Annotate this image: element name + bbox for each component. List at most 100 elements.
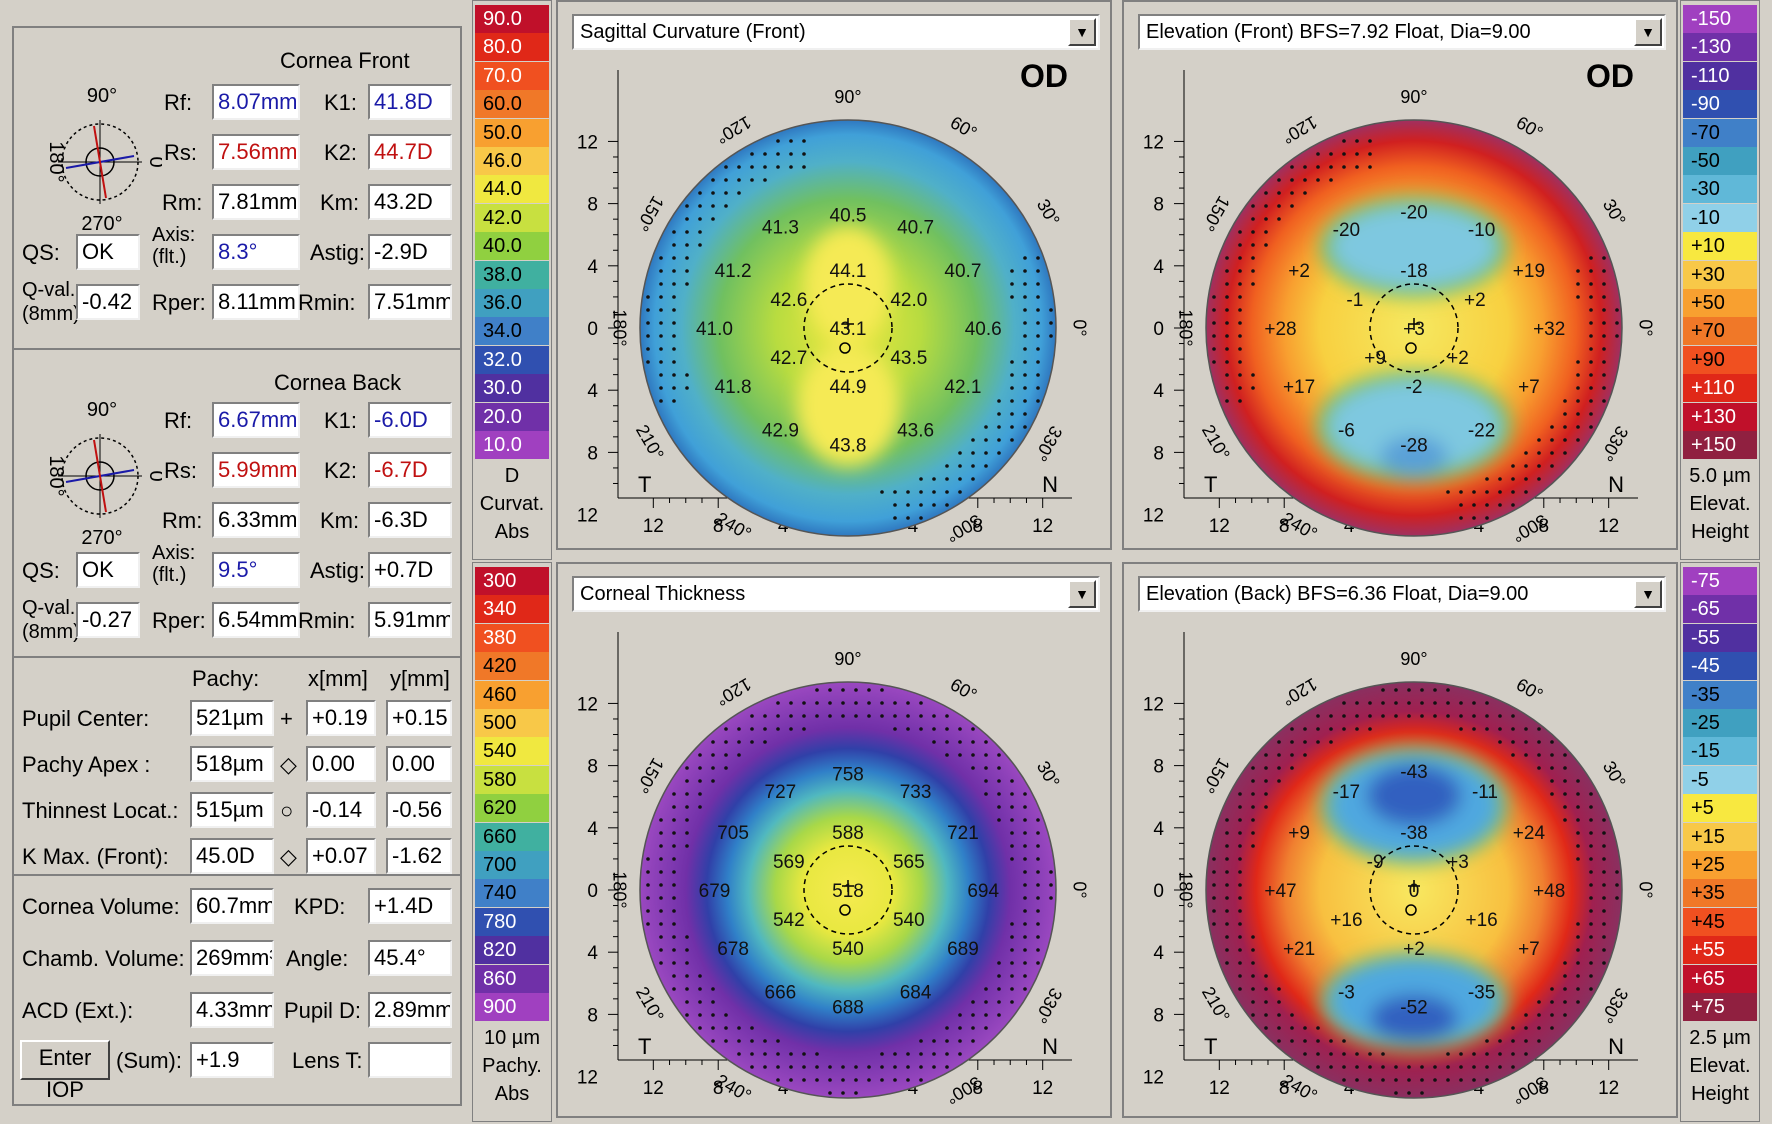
pupil-outline: [1369, 845, 1459, 935]
map-value-label: 684: [900, 983, 932, 1004]
angle-label: 270°: [829, 1109, 866, 1112]
pachymetry-scale-value: 580: [475, 765, 549, 794]
km-label: Km:: [320, 190, 360, 215]
chevron-down-icon[interactable]: ▼: [1634, 18, 1662, 46]
angle-label: 30°: [1599, 758, 1630, 792]
cornea-front-section: Cornea Front 90° 270° 180° 0 Rf: 8.07mm …: [14, 28, 460, 350]
pupil-outline: [803, 283, 893, 373]
cornea-volume-value: 60.7mm³: [190, 888, 274, 924]
map-value-label: +17: [1283, 377, 1315, 398]
map-value-label: -3: [1338, 983, 1355, 1004]
k-max-front-value: 45.0D: [190, 838, 274, 874]
qval-value: -0.27: [76, 602, 140, 638]
rm-value: 7.81mm: [212, 184, 300, 220]
x-axis-tick-label: 4: [1344, 1078, 1355, 1099]
y-axis-tick-label: 12: [577, 694, 598, 715]
y-axis-tick-label: 4: [1153, 257, 1164, 278]
elevation-back-scale-unit: 2.5 µm: [1689, 1027, 1751, 1049]
sagittal-curvature-map-canvas[interactable]: 1212884400448812120°30°60°90°120°150°180…: [558, 50, 1110, 550]
angle-label: 150°: [632, 193, 668, 235]
chevron-down-icon[interactable]: ▼: [1068, 580, 1096, 608]
pupil-center-symbol: +: [280, 706, 293, 731]
angle-label: 90°: [1400, 87, 1427, 107]
curvature-scale-value: 50.0: [475, 118, 549, 147]
angle-label: 90°: [1400, 649, 1427, 669]
pachy-apex-label: Pachy Apex :: [22, 752, 151, 777]
pachymetry-scale-value: 860: [475, 964, 549, 993]
map-value-label: 44.9: [830, 377, 867, 398]
elevation-back-scale-value: +65: [1683, 964, 1757, 993]
axis-label: Axis: (flt.): [152, 224, 196, 268]
y-axis-tick-label: 4: [1153, 381, 1164, 402]
chevron-down-icon[interactable]: ▼: [1634, 580, 1662, 608]
rm-label: Rm:: [162, 508, 203, 533]
pachymetry-scale-value: 700: [475, 851, 549, 879]
elevation-back-map-panel: Elevation (Back) BFS=6.36 Float, Dia=9.0…: [1122, 562, 1678, 1118]
x-axis-tick-label: 4: [908, 1078, 919, 1099]
chevron-down-icon[interactable]: ▼: [1068, 18, 1096, 46]
enter-iop-button[interactable]: Enter IOP: [20, 1040, 110, 1102]
k1-value: -6.0D: [368, 402, 452, 438]
angle-label: 300°: [1509, 510, 1551, 546]
map-value-label: 705: [717, 823, 749, 844]
map-value-label: 42.7: [770, 348, 807, 369]
pupil-center-pachy: 521µm: [190, 700, 274, 736]
pachymetry-scale-value: 620: [475, 794, 549, 823]
angle-label: 150°: [1198, 755, 1234, 797]
angle-label: 150°: [632, 755, 668, 797]
map-value-label: +24: [1513, 823, 1546, 844]
elevation-front-map-canvas[interactable]: 1212884400448812120°30°60°90°120°150°180…: [1124, 50, 1676, 550]
map-value-label: -2: [1406, 377, 1423, 398]
elevation-back-scale-value: -75: [1683, 567, 1757, 595]
map-value-label: 43.8: [830, 435, 867, 456]
qval-label: Q-val. (8mm): [22, 597, 80, 643]
pachymetry-scale-value: 380: [475, 623, 549, 652]
map-value-label: 678: [717, 939, 749, 960]
elevation-front-scale-unit: 5.0 µm: [1689, 465, 1751, 487]
angle-label: 0°: [1635, 881, 1655, 898]
angle-label: 210°: [1198, 421, 1234, 463]
x-axis-tick-label: 12: [643, 1078, 664, 1099]
curvature-scale-caption: Curvat.: [479, 493, 545, 515]
pupil-d-value: 2.89mm: [368, 992, 452, 1028]
map-value-label: -10: [1468, 220, 1495, 241]
y-axis-tick-label: 0: [587, 319, 598, 340]
pachymetry-color-scale: 300 340 380 420 460 500 540 580 620 660 700 740 780 8…: [472, 562, 552, 1122]
elevation-back-map-canvas[interactable]: 1212884400448812120°30°60°90°120°150°180…: [1124, 612, 1676, 1112]
pachy-apex-pachy: 518µm: [190, 746, 274, 782]
map-value-label: +21: [1283, 939, 1315, 960]
lens-t-value[interactable]: [368, 1042, 452, 1078]
thinnest-location-marker: [1405, 904, 1417, 916]
map-value-label: 43.1: [830, 319, 867, 340]
thinnest-location-symbol: ○: [280, 798, 294, 823]
elevation-front-scale-value: +70: [1683, 317, 1757, 346]
map-value-label: +2: [1288, 261, 1310, 282]
sagittal-curvature-map-title: Sagittal Curvature (Front): [580, 21, 806, 43]
elevation-back-map-type-dropdown[interactable]: Elevation (Back) BFS=6.36 Float, Dia=9.0…: [1138, 576, 1666, 612]
angle-label: 330°: [1030, 985, 1066, 1027]
rmin-label: Rmin:: [298, 290, 356, 315]
corneal-thickness-map-canvas[interactable]: 1212884400448812120°30°60°90°120°150°180…: [558, 612, 1110, 1112]
rper-value: 8.11mm: [212, 284, 300, 320]
pachymetry-scale-value: 540: [475, 737, 549, 766]
y-axis-tick-label: 4: [587, 381, 598, 402]
sum-value: +1.9: [190, 1042, 274, 1078]
angle-label: 180°: [1175, 309, 1195, 346]
temporal-label: T: [638, 1034, 651, 1059]
pachy-header: Pachy:: [192, 666, 260, 691]
corneal-thickness-map-type-dropdown[interactable]: Corneal Thickness ▼: [572, 576, 1100, 612]
map-value-label: +9: [1364, 348, 1386, 369]
rs-label: Rs:: [164, 458, 197, 483]
sagittal-curvature-map-type-dropdown[interactable]: Sagittal Curvature (Front) ▼: [572, 14, 1100, 50]
angle-label: 60°: [947, 674, 981, 705]
temporal-label: T: [1204, 1034, 1217, 1059]
elevation-front-map-type-dropdown[interactable]: Elevation (Front) BFS=7.92 Float, Dia=9.…: [1138, 14, 1666, 50]
thinnest-location-pachy: 515µm: [190, 792, 274, 828]
pachymetry-scale-value: 900: [475, 993, 549, 1021]
y-axis-tick-label: 4: [1153, 943, 1164, 964]
pupil-center-x: +0.19: [306, 700, 376, 736]
elevation-front-scale-caption: Elevat.: [1689, 493, 1751, 515]
map-value-label: 721: [947, 823, 979, 844]
astig-label: Astig:: [310, 558, 366, 583]
